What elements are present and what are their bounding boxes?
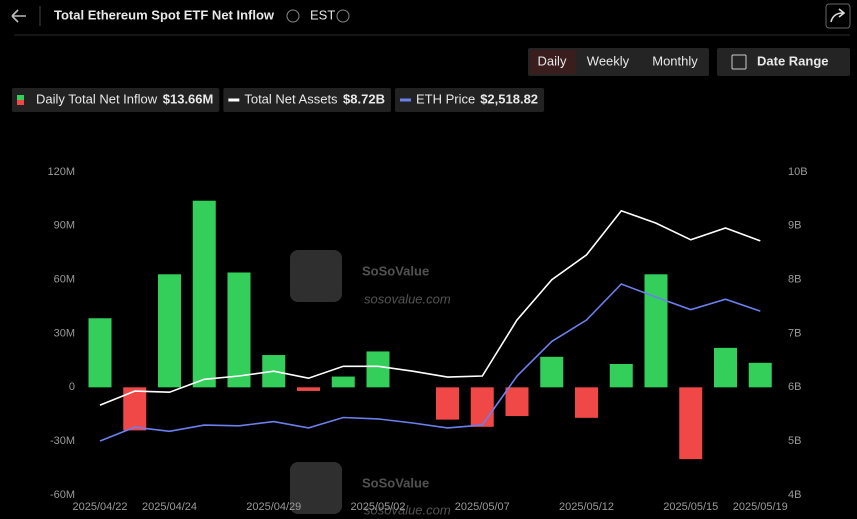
x-tick-label: 2025/04/22 xyxy=(72,501,127,513)
watermark: SoSoValue sosovalue.com SoSoValue sosova… xyxy=(290,250,451,517)
legend-background xyxy=(394,88,545,112)
line xyxy=(99,283,761,442)
legend-item: Daily Total Net Inflow $13.66M xyxy=(12,88,220,112)
legend-label: Total Net Assets xyxy=(244,91,338,106)
date-range-label: Date Range xyxy=(757,53,829,68)
bar xyxy=(227,272,251,388)
y-tick-label: 0 xyxy=(69,381,75,393)
legend-background xyxy=(223,88,391,112)
period-active xyxy=(530,50,576,74)
bar xyxy=(575,387,598,418)
plot: -60M -30M 0 30M 60M 90M 120M 4B 5B 6B 7B 8B 9B 10B 202… xyxy=(47,166,807,513)
info-icon[interactable] xyxy=(286,9,300,23)
x-tick-label: 2025/04/29 xyxy=(246,501,301,513)
watermark-brand: SoSoValue xyxy=(362,475,429,490)
legend-value: $8.72B xyxy=(343,91,385,106)
legend-swatch xyxy=(17,95,24,100)
x-tick-label: 2025/04/24 xyxy=(142,501,197,513)
y2-tick-label: 4B xyxy=(788,489,801,501)
watermark-logo xyxy=(290,250,342,302)
y-tick-label: 60M xyxy=(54,274,75,286)
x-tick-label: 2025/05/19 xyxy=(733,501,788,513)
x-tick-label: 2025/05/02 xyxy=(350,501,405,513)
legend-label: ETH Price xyxy=(416,91,475,106)
x-tick-label: 2025/05/07 xyxy=(455,501,510,513)
y2-tick-label: 7B xyxy=(788,327,801,339)
legend-value: $13.66M xyxy=(163,91,214,106)
back-button[interactable] xyxy=(11,9,26,23)
timezone: EST xyxy=(310,7,335,22)
y2-tick-label: 10B xyxy=(788,166,808,178)
bar xyxy=(714,347,737,388)
bar xyxy=(609,364,633,388)
share-icon xyxy=(830,8,846,23)
date-range-button[interactable] xyxy=(717,48,850,76)
watermark-site: sosovalue.com xyxy=(364,291,451,306)
legend-swatch xyxy=(17,100,24,105)
bar xyxy=(748,362,772,388)
x-tick-label: 2025/05/15 xyxy=(663,501,718,513)
watermark-logo xyxy=(290,462,342,514)
bar xyxy=(436,387,459,420)
watermark-brand: SoSoValue xyxy=(362,263,429,278)
bar xyxy=(123,387,147,431)
legend-item: ETH Price $2,518.82 xyxy=(394,88,545,112)
y2-tick-label: 9B xyxy=(788,220,801,232)
line xyxy=(99,209,761,406)
period-button[interactable]: Weekly xyxy=(587,53,630,68)
y-tick-label: 30M xyxy=(54,327,75,339)
watermark-site: sosovalue.com xyxy=(364,502,451,517)
calendar-icon xyxy=(731,54,747,70)
info-icon[interactable] xyxy=(336,9,350,23)
bar xyxy=(192,200,216,388)
legend-value: $2,518.82 xyxy=(480,91,538,106)
legend: Daily Total Net Inflow $13.66M Total Net A… xyxy=(12,88,545,112)
bar xyxy=(88,318,112,388)
bar xyxy=(331,376,355,388)
bar xyxy=(644,274,668,388)
y-tick-label: 90M xyxy=(54,220,75,232)
period-button[interactable]: Daily xyxy=(538,53,567,68)
bar xyxy=(505,387,529,417)
bar xyxy=(679,387,703,460)
bar xyxy=(297,387,320,391)
bar xyxy=(470,387,494,427)
x-tick-label: 2025/05/12 xyxy=(559,501,614,513)
legend-item: Total Net Assets $8.72B xyxy=(223,88,391,112)
y2-tick-label: 5B xyxy=(788,435,801,447)
bar xyxy=(158,274,181,388)
legend-label: Daily Total Net Inflow xyxy=(36,91,158,106)
bar xyxy=(366,351,390,388)
period-button[interactable]: Monthly xyxy=(652,53,698,68)
y2-tick-label: 8B xyxy=(788,274,801,286)
share-button[interactable] xyxy=(825,3,851,29)
bar xyxy=(540,356,564,388)
y2-tick-label: 6B xyxy=(788,381,801,393)
legend-background xyxy=(12,88,220,112)
y-tick-label: 120M xyxy=(47,166,75,178)
y-tick-label: -60M xyxy=(50,489,75,501)
y-tick-label: -30M xyxy=(50,435,75,447)
title: Total Ethereum Spot ETF Net Inflow xyxy=(54,7,275,22)
